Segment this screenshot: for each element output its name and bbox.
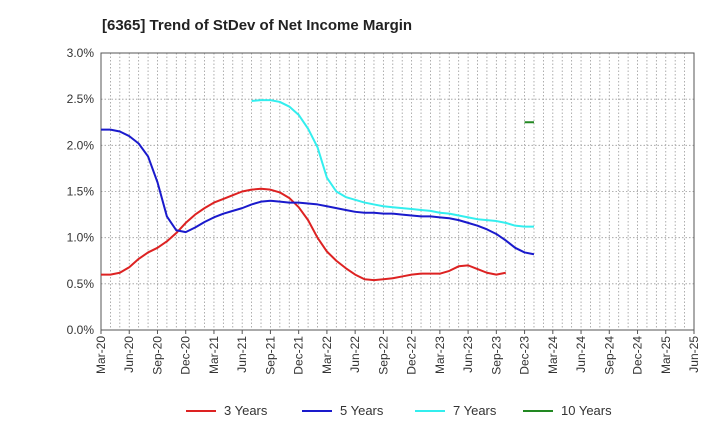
legend-label-5-years: 5 Years [340, 403, 384, 418]
legend-label-3-years: 3 Years [224, 403, 268, 418]
y-tick-label: 1.5% [67, 185, 95, 199]
chart-title: [6365] Trend of StDev of Net Income Marg… [102, 17, 412, 34]
x-tick-label: Dec-24 [631, 336, 645, 375]
x-tick-label: Mar-23 [433, 336, 447, 374]
x-tick-label: Sep-20 [150, 336, 164, 375]
x-tick-label: Sep-21 [263, 336, 277, 375]
x-tick-label: Jun-22 [348, 336, 362, 373]
legend-label-7-years: 7 Years [453, 403, 497, 418]
y-tick-label: 3.0% [67, 46, 95, 60]
legend: 3 Years 5 Years 7 Years 10 Years [186, 403, 612, 418]
y-tick-label: 0.5% [67, 277, 95, 291]
x-tick-label: Mar-21 [207, 336, 221, 374]
x-tick-label: Dec-22 [405, 336, 419, 375]
y-tick-label: 2.5% [67, 92, 95, 106]
y-tick-label: 0.0% [67, 323, 95, 337]
x-tick-label: Sep-24 [602, 336, 616, 375]
y-tick-label: 1.0% [67, 231, 95, 245]
x-tick-label: Jun-24 [574, 336, 588, 373]
x-tick-label: Dec-20 [179, 336, 193, 375]
x-tick-label: Sep-23 [489, 336, 503, 375]
x-tick-label: Jun-25 [687, 336, 701, 373]
x-tick-label: Mar-25 [659, 336, 673, 374]
series-line-5-years [101, 128, 535, 256]
x-tick-label: Mar-20 [94, 336, 108, 374]
x-tick-label: Mar-22 [320, 336, 334, 374]
x-tick-label: Jun-23 [461, 336, 475, 373]
x-tick-label: Sep-22 [376, 336, 390, 375]
y-tick-label: 2.0% [67, 138, 95, 152]
series-line-3-years [101, 187, 506, 282]
series-line-7-years [251, 99, 534, 228]
plot-area: 0.0% 0.5% 1.0% 1.5% 2.0% 2.5% 3.0% Mar-20 Jun-20… [67, 46, 701, 375]
x-tick-label: Jun-21 [235, 336, 249, 373]
x-tick-label: Jun-20 [122, 336, 136, 373]
plot-frame [100, 52, 695, 331]
x-tick-label: Dec-23 [518, 336, 532, 375]
legend-label-10-years: 10 Years [561, 403, 612, 418]
x-tick-label: Mar-24 [546, 336, 560, 374]
x-tick-label: Dec-21 [292, 336, 306, 375]
